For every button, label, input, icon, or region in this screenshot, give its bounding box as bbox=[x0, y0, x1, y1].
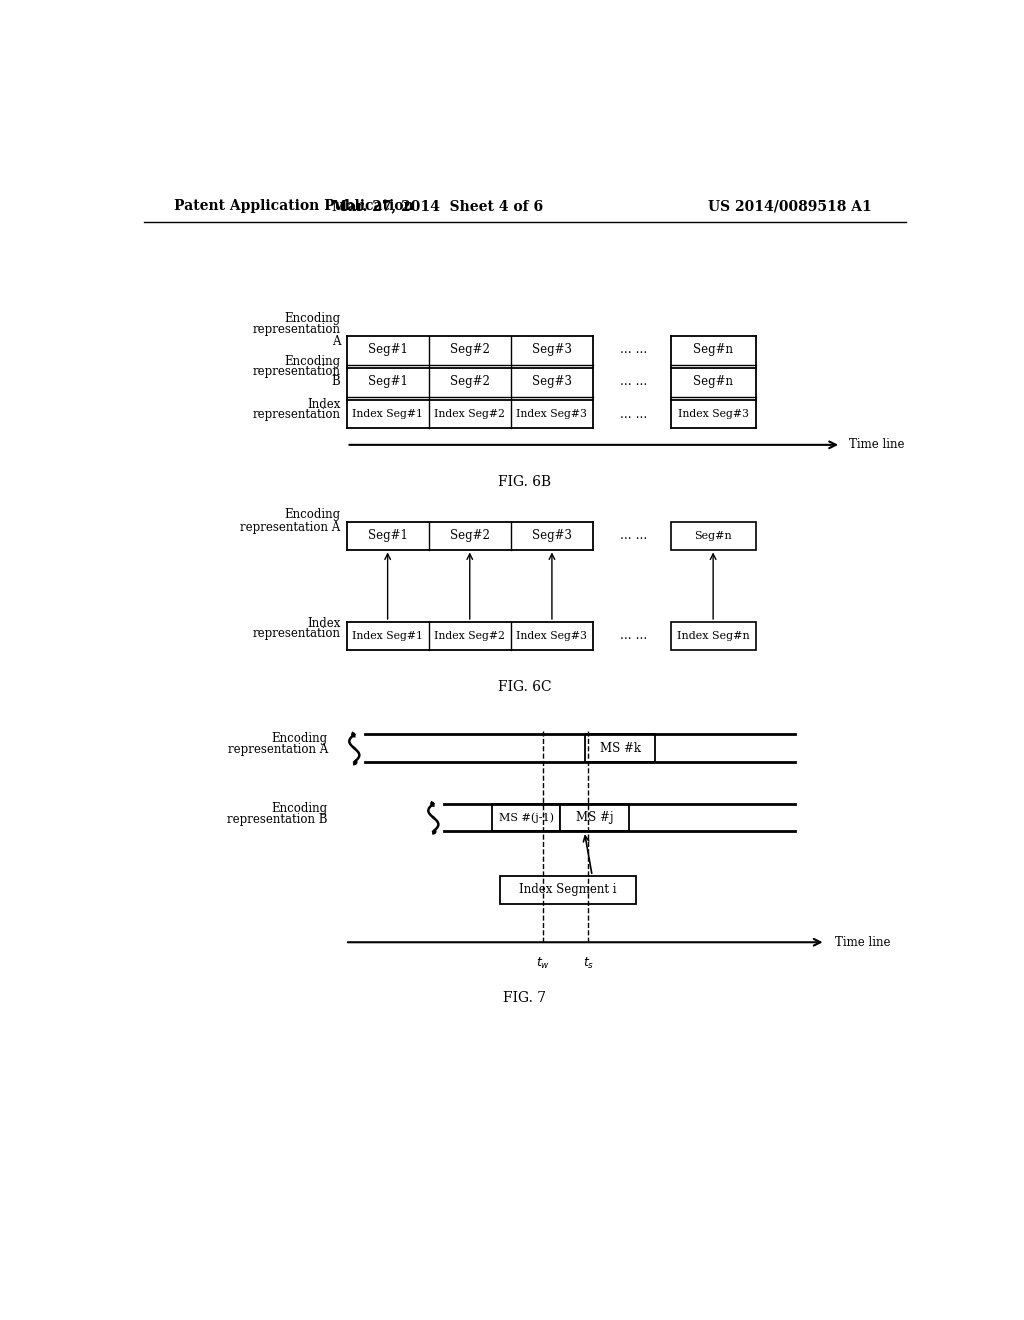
Text: Index Seg#1: Index Seg#1 bbox=[352, 631, 423, 640]
Text: FIG. 6B: FIG. 6B bbox=[499, 475, 551, 488]
Text: Time line: Time line bbox=[849, 438, 904, 451]
Text: representation: representation bbox=[252, 323, 340, 335]
Text: ... ...: ... ... bbox=[620, 408, 647, 421]
Text: Index Seg#n: Index Seg#n bbox=[677, 631, 750, 640]
Text: Index Seg#3: Index Seg#3 bbox=[516, 409, 588, 418]
Text: Time line: Time line bbox=[835, 936, 890, 949]
Text: Encoding: Encoding bbox=[271, 801, 328, 814]
Text: Seg#n: Seg#n bbox=[693, 343, 733, 356]
Text: Seg#n: Seg#n bbox=[693, 375, 733, 388]
Text: representation: representation bbox=[252, 366, 340, 379]
Text: Seg#2: Seg#2 bbox=[450, 375, 489, 388]
Text: Index: Index bbox=[307, 397, 340, 411]
Text: ... ...: ... ... bbox=[620, 630, 647, 643]
Text: Index Seg#2: Index Seg#2 bbox=[434, 409, 505, 418]
Text: Encoding: Encoding bbox=[285, 508, 340, 520]
Text: Index Seg#3: Index Seg#3 bbox=[678, 409, 749, 418]
Text: Index Seg#2: Index Seg#2 bbox=[434, 631, 505, 640]
Text: Seg#n: Seg#n bbox=[694, 531, 732, 541]
Text: Seg#1: Seg#1 bbox=[368, 343, 408, 356]
Text: MS #j: MS #j bbox=[575, 810, 613, 824]
Text: Encoding: Encoding bbox=[285, 312, 340, 325]
Text: FIG. 7: FIG. 7 bbox=[503, 991, 547, 1005]
Bar bbox=[586, 734, 655, 762]
Text: Seg#3: Seg#3 bbox=[531, 529, 572, 543]
Text: MS #(j-1): MS #(j-1) bbox=[499, 812, 554, 822]
Text: Index: Index bbox=[307, 616, 340, 630]
Text: ... ...: ... ... bbox=[620, 529, 647, 543]
Text: Seg#2: Seg#2 bbox=[450, 343, 489, 356]
Text: ... ...: ... ... bbox=[620, 375, 647, 388]
Text: Index Seg#3: Index Seg#3 bbox=[516, 631, 588, 640]
Bar bbox=[671, 521, 756, 549]
Bar bbox=[493, 804, 560, 832]
Text: $t_s$: $t_s$ bbox=[583, 956, 594, 972]
Text: Index Segment i: Index Segment i bbox=[519, 883, 616, 896]
Text: representation A: representation A bbox=[240, 521, 340, 535]
Text: $t_w$: $t_w$ bbox=[537, 956, 551, 972]
Text: Encoding: Encoding bbox=[271, 733, 328, 746]
Bar bbox=[500, 876, 636, 904]
Bar bbox=[560, 804, 629, 832]
Text: Index Seg#1: Index Seg#1 bbox=[352, 409, 423, 418]
Text: Seg#2: Seg#2 bbox=[450, 529, 489, 543]
Text: Seg#1: Seg#1 bbox=[368, 529, 408, 543]
Text: representation A: representation A bbox=[227, 743, 328, 756]
Text: FIG. 6C: FIG. 6C bbox=[498, 680, 552, 693]
Text: B: B bbox=[332, 375, 340, 388]
Text: representation: representation bbox=[252, 408, 340, 421]
Text: Seg#3: Seg#3 bbox=[531, 343, 572, 356]
Text: A: A bbox=[332, 335, 340, 348]
Text: Seg#3: Seg#3 bbox=[531, 375, 572, 388]
Text: Seg#1: Seg#1 bbox=[368, 375, 408, 388]
Text: Patent Application Publication: Patent Application Publication bbox=[174, 199, 414, 213]
Text: Encoding: Encoding bbox=[285, 355, 340, 368]
Bar bbox=[671, 622, 756, 649]
Text: representation: representation bbox=[252, 627, 340, 640]
Text: ... ...: ... ... bbox=[620, 343, 647, 356]
Text: Mar. 27, 2014  Sheet 4 of 6: Mar. 27, 2014 Sheet 4 of 6 bbox=[333, 199, 544, 213]
Text: representation B: representation B bbox=[227, 813, 328, 825]
Text: MS #k: MS #k bbox=[600, 742, 641, 755]
Text: US 2014/0089518 A1: US 2014/0089518 A1 bbox=[709, 199, 872, 213]
